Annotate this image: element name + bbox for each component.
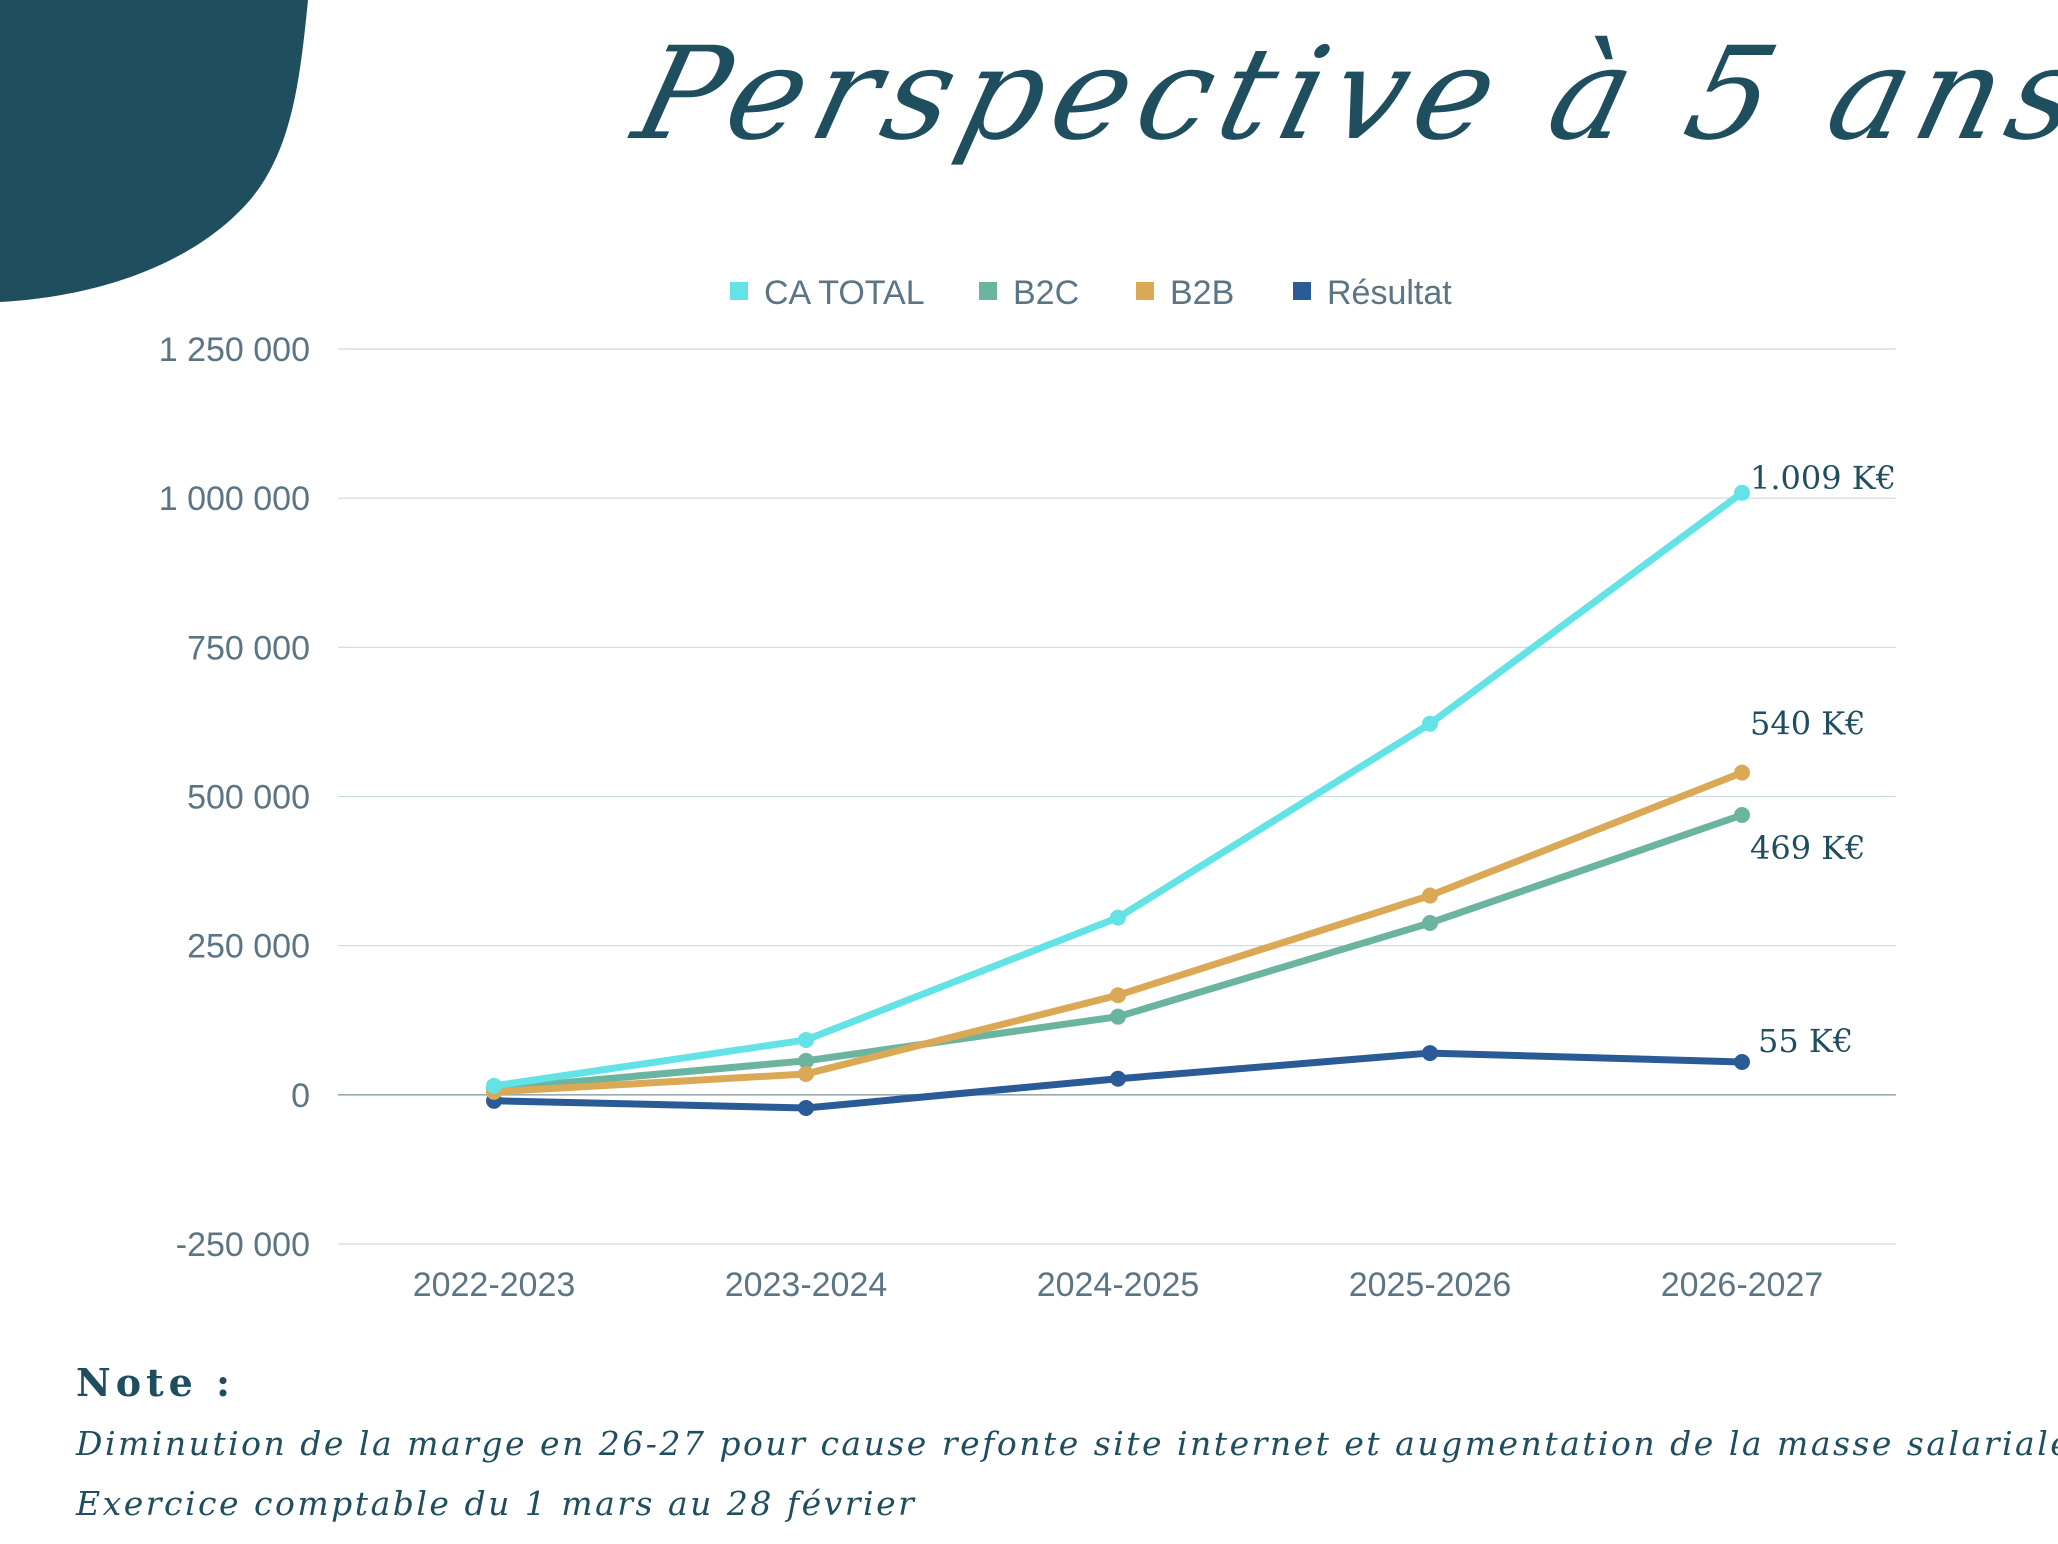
x-tick-label: 2023-2024	[725, 1266, 888, 1304]
data-point	[798, 1099, 814, 1116]
data-point	[1110, 1008, 1126, 1025]
legend-label: B2B	[1170, 274, 1234, 312]
x-tick-label: 2026-2027	[1661, 1266, 1824, 1304]
data-label: 469 K€	[1750, 829, 1866, 867]
data-point	[1734, 764, 1750, 781]
data-label: 55 K€	[1758, 1022, 1853, 1060]
data-label: 540 K€	[1750, 705, 1866, 743]
y-tick-label: 0	[291, 1077, 310, 1115]
decorative-corner-blob	[0, 0, 308, 302]
line-chart: 1 250 000 1 000 000 750 000 500 000 250 000 0…	[159, 274, 1896, 1304]
series-line	[490, 769, 1746, 1096]
series-line	[490, 811, 1746, 1093]
data-point	[486, 1077, 502, 1094]
data-point	[1422, 1045, 1438, 1062]
legend-swatch	[1293, 282, 1311, 300]
data-point	[1110, 987, 1126, 1004]
x-tick-label: 2025-2026	[1349, 1266, 1512, 1304]
y-tick-label: -250 000	[176, 1226, 310, 1264]
y-tick-label: 750 000	[187, 629, 310, 667]
y-tick-label: 500 000	[187, 779, 310, 817]
data-point	[798, 1031, 814, 1048]
y-tick-label: 1 000 000	[159, 480, 310, 518]
x-tick-label: 2024-2025	[1037, 1266, 1200, 1304]
data-point	[798, 1065, 814, 1082]
data-point	[1110, 909, 1126, 926]
legend-label: B2C	[1013, 274, 1079, 312]
data-point	[1422, 887, 1438, 904]
data-point	[1110, 1070, 1126, 1087]
legend-swatch	[979, 282, 997, 300]
data-label: 1.009 K€	[1750, 459, 1896, 497]
note-line: Diminution de la marge en 26-27 pour cau…	[76, 1424, 2058, 1463]
data-point	[1734, 484, 1750, 501]
legend-swatch	[730, 282, 748, 300]
x-tick-label: 2022-2023	[413, 1266, 576, 1304]
data-point	[1422, 715, 1438, 732]
y-tick-label: 250 000	[187, 928, 310, 966]
data-point	[1422, 914, 1438, 931]
data-point	[798, 1052, 814, 1069]
legend-label: Résultat	[1327, 274, 1452, 312]
note-heading: Note :	[76, 1360, 236, 1405]
y-tick-label: 1 250 000	[159, 331, 310, 369]
note-line: Exercice comptable du 1 mars au 28 févri…	[76, 1484, 917, 1523]
data-point	[1734, 1054, 1750, 1071]
legend-swatch	[1136, 282, 1154, 300]
data-point	[1734, 806, 1750, 823]
legend-label: CA TOTAL	[764, 274, 925, 312]
